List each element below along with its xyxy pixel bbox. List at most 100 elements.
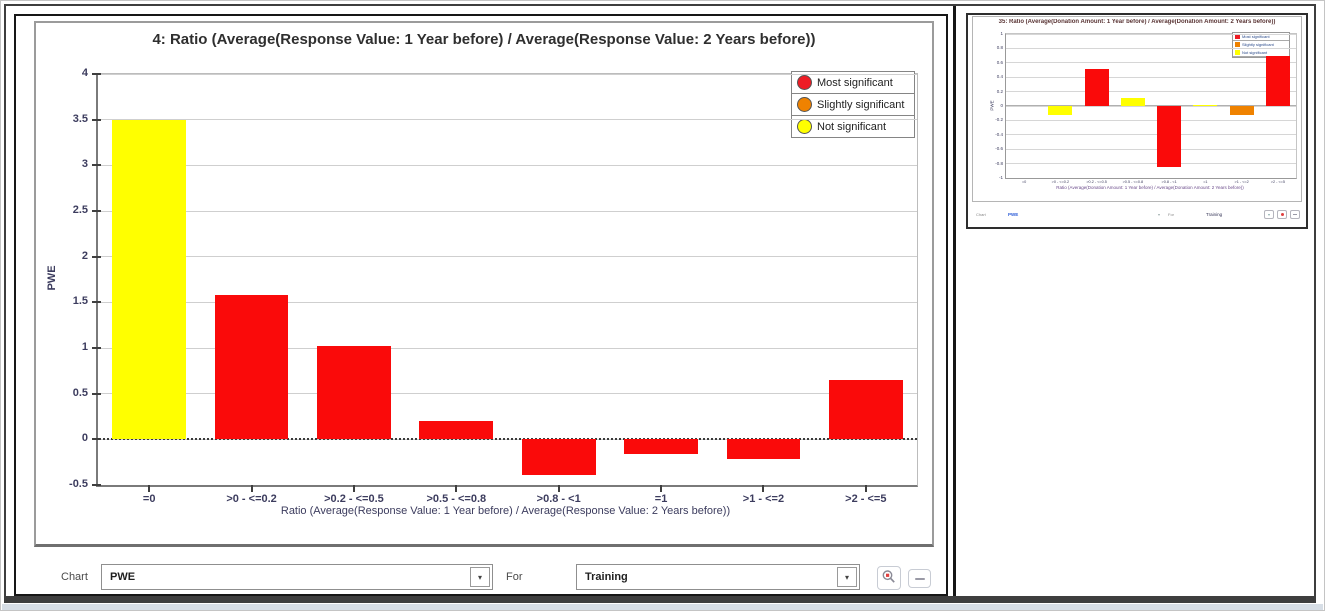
y-tick-label: -0.5: [69, 478, 88, 490]
chart-panel: 4: Ratio (Average(Response Value: 1 Year…: [34, 21, 934, 547]
gridline: [98, 73, 917, 75]
gridline: [98, 119, 917, 121]
pages-pane: 35: Ratio (Average(Donation Amount: 1 Ye…: [953, 6, 1314, 596]
gridline: [98, 210, 917, 212]
partition-select-combobox[interactable]: Training ▾: [576, 564, 860, 590]
y-tick-mark: [92, 347, 101, 349]
gridline: [98, 393, 917, 395]
zoom-button[interactable]: [877, 566, 901, 590]
legend-item: Not significant: [792, 116, 914, 137]
partition-select-value: Training: [585, 571, 628, 583]
for-label: For: [506, 571, 523, 583]
y-tick-label: -0.8: [995, 160, 1003, 166]
x-tick-label: >0.8 - <1: [1161, 180, 1177, 184]
y-tick-label: 2: [81, 249, 88, 262]
x-tick-mark: [352, 485, 355, 492]
chart-select-label: Chart: [61, 571, 88, 583]
y-tick-mark: [92, 164, 101, 167]
gridline: [1006, 62, 1296, 64]
x-tick-mark: [864, 485, 867, 492]
thumbnail-x-axis-label: Ratio (Average(Donation Amount: 1 Year b…: [1056, 185, 1244, 190]
y-tick-label: 0.4: [996, 74, 1003, 80]
gridline: [1006, 33, 1296, 35]
chart-select-combobox[interactable]: PWE ▾: [101, 564, 493, 590]
zero-line: [98, 438, 917, 441]
y-tick-label: 3.5: [72, 112, 88, 125]
y-tick-label: 0.8: [996, 45, 1003, 51]
x-tick-mark: [148, 485, 151, 492]
gridline: [1006, 76, 1296, 78]
legend-item: Most significant: [1233, 33, 1289, 41]
y-tick-label: -1: [998, 175, 1003, 180]
legend-label: Most significant: [817, 76, 893, 89]
bottom-strip: [2, 604, 1323, 610]
chart-select-value: PWE: [110, 571, 136, 583]
x-tick-label: >0.2 - <=0.5: [324, 493, 384, 505]
chart-bar: [1120, 98, 1145, 106]
report-canvas: 4: Ratio (Average(Response Value: 1 Year…: [4, 4, 1316, 603]
thumbnail-chart-controls: Chart PWE ▾ For Training ▾: [968, 209, 1306, 223]
chevron-down-icon[interactable]: ▾: [470, 567, 490, 587]
y-tick-label: 1.5: [72, 295, 88, 308]
x-tick-label: >0.2 - <=0.5: [1086, 180, 1107, 184]
chart-bar: [1193, 104, 1218, 106]
x-tick-label: >1 - <=2: [742, 493, 785, 505]
y-tick-mark: [92, 73, 101, 75]
thumbnail-chart-panel: 35: Ratio (Average(Donation Amount: 1 Ye…: [972, 16, 1302, 202]
y-tick-label: 1: [81, 341, 88, 353]
legend-label: Slightly significant: [817, 98, 905, 111]
y-tick-label: -0.4: [995, 131, 1003, 137]
y-tick-label: 2.5: [72, 204, 88, 216]
thumbnail-chart-title: 35: Ratio (Average(Donation Amount: 1 Ye…: [998, 19, 1276, 25]
chart-bar: [419, 421, 494, 440]
chart-bar: [1265, 55, 1290, 106]
main-chart-page: 4: Ratio (Average(Response Value: 1 Year…: [14, 14, 948, 596]
y-tick-mark: [92, 392, 101, 395]
x-tick-mark: [250, 485, 253, 492]
thumbnail-chart-select-value: PWE: [1008, 212, 1019, 217]
magnifier-icon: [1280, 213, 1284, 216]
plot-area: PWE Most significant Slightly significant…: [46, 67, 918, 505]
gridline: [1006, 47, 1296, 49]
thumbnail-plot-area: PWE Most significant Slightly significant…: [990, 31, 1297, 184]
magnifier-icon: [881, 569, 897, 588]
y-tick-mark: [92, 255, 101, 258]
more-button[interactable]: [908, 569, 931, 588]
x-tick-label: >0.8 - <1: [536, 493, 581, 505]
gridline: [1006, 119, 1296, 121]
legend-label: Not significant: [817, 120, 887, 133]
x-axis-label: Ratio (Average(Response Value: 1 Year be…: [280, 505, 731, 517]
chevron-down-icon: ▾: [1267, 211, 1270, 217]
y-tick-label: 0.6: [996, 59, 1003, 65]
y-tick-mark: [92, 438, 101, 441]
chart-bar: [624, 439, 698, 454]
legend-label: Not significant: [1242, 50, 1268, 55]
gridline: [1006, 91, 1296, 93]
x-tick-label: >0 - <=0.2: [1051, 180, 1070, 184]
chart-bar: [1157, 106, 1182, 168]
thumbnail-chevron-down-icon: ▾: [1158, 212, 1161, 217]
y-tick-label: -0.2: [995, 117, 1003, 123]
y-tick-mark: [92, 118, 101, 121]
x-tick-label: >0.5 - <=0.8: [426, 493, 487, 505]
y-tick-label: -0.6: [995, 146, 1003, 152]
legend-swatch-icon: [797, 119, 812, 134]
legend-label: Slightly significant: [1242, 42, 1274, 47]
y-tick-mark: [92, 210, 101, 212]
gridline: [98, 256, 917, 258]
thumbnail-page[interactable]: 35: Ratio (Average(Donation Amount: 1 Ye…: [966, 13, 1308, 229]
gridline: [1006, 134, 1296, 136]
x-tick-mark: [557, 485, 560, 492]
chevron-down-icon[interactable]: ▾: [837, 567, 857, 587]
thumbnail-chart-select-label: Chart: [976, 212, 986, 217]
x-tick-label: >0.5 - <=0.8: [1122, 180, 1144, 184]
x-tick-mark: [660, 485, 663, 492]
x-tick-label: >2 - <=5: [1270, 180, 1285, 184]
x-tick-mark: [455, 485, 458, 492]
legend-swatch-icon: [1235, 50, 1240, 55]
y-tick-label: 4: [81, 67, 88, 79]
thumbnail-more-button: [1290, 210, 1300, 219]
legend-label: Most significant: [1242, 34, 1270, 39]
zero-line: [1006, 105, 1296, 106]
